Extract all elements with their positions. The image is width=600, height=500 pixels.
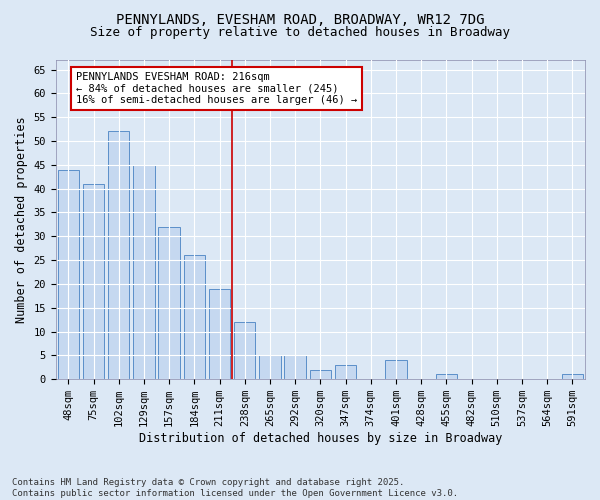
Text: Contains HM Land Registry data © Crown copyright and database right 2025.
Contai: Contains HM Land Registry data © Crown c… (12, 478, 458, 498)
X-axis label: Distribution of detached houses by size in Broadway: Distribution of detached houses by size … (139, 432, 502, 445)
Bar (133, 165, 155, 379)
Bar (562, 374, 583, 379)
Bar (284, 356, 306, 379)
Text: Size of property relative to detached houses in Broadway: Size of property relative to detached ho… (90, 26, 510, 39)
Bar (385, 360, 407, 379)
Bar (310, 370, 331, 379)
Text: PENNYLANDS EVESHAM ROAD: 216sqm
← 84% of detached houses are smaller (245)
16% o: PENNYLANDS EVESHAM ROAD: 216sqm ← 84% of… (76, 72, 357, 105)
Bar (436, 374, 457, 379)
Bar (83, 184, 104, 379)
Bar (259, 356, 281, 379)
Y-axis label: Number of detached properties: Number of detached properties (15, 116, 28, 323)
Bar (335, 365, 356, 379)
Bar (158, 227, 180, 379)
Bar (209, 288, 230, 379)
Bar (234, 322, 256, 379)
Bar (108, 132, 130, 379)
Text: PENNYLANDS, EVESHAM ROAD, BROADWAY, WR12 7DG: PENNYLANDS, EVESHAM ROAD, BROADWAY, WR12… (116, 12, 484, 26)
Bar (58, 170, 79, 379)
Bar (184, 256, 205, 379)
